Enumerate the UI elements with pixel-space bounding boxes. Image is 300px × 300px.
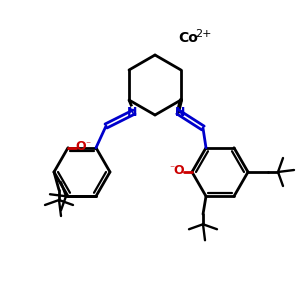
Text: O: O [76,140,86,153]
Text: 2+: 2+ [195,29,211,39]
Text: ⁻: ⁻ [169,164,175,174]
Text: N: N [175,106,185,118]
Text: N: N [127,106,137,118]
Text: ⁻: ⁻ [85,140,91,150]
Text: Co: Co [178,31,198,45]
Text: O: O [174,164,184,178]
